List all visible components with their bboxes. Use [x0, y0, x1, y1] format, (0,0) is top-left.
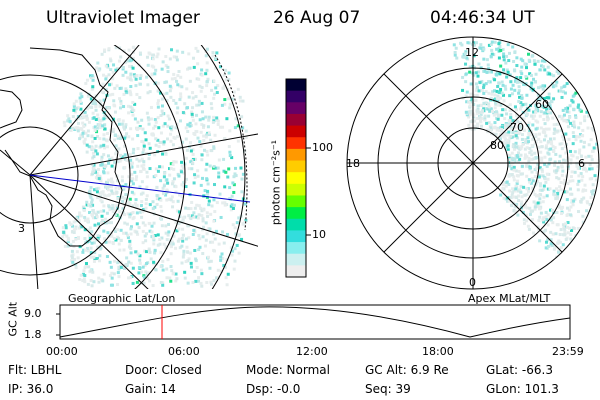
- geo-marker-3: 3: [18, 222, 25, 235]
- polar-plot: [346, 36, 600, 290]
- meridian: [29, 45, 140, 176]
- info-gain: Gain: 14: [125, 382, 176, 396]
- limb-dashed: [214, 54, 248, 231]
- track-line: [29, 174, 251, 203]
- lat-circle-4: [200, 45, 246, 289]
- geographic-caption: Geographic Lat/Lon: [68, 292, 176, 305]
- mlat-label-80: 80: [490, 139, 504, 152]
- info-glat: GLat: -66.3: [486, 363, 553, 377]
- info-door: Door: Closed: [125, 363, 202, 377]
- info-gc-alt: GC Alt: 6.9 Re: [365, 363, 449, 377]
- meridian: [29, 133, 258, 176]
- altitude-xtick-0600: 06:00: [168, 345, 200, 358]
- meridian: [29, 174, 258, 247]
- polar-aurora-emission: [452, 40, 599, 259]
- altitude-curve: [59, 306, 571, 338]
- info-dsp: Dsp: -0.0: [246, 382, 301, 396]
- meridian: [29, 174, 39, 289]
- info-ip: IP: 36.0: [8, 382, 54, 396]
- altitude-xtick-2359: 23:59: [552, 345, 584, 358]
- meridian: [29, 174, 149, 289]
- altitude-plot: [56, 304, 571, 340]
- polar-caption: Apex MLat/MLT: [468, 292, 551, 305]
- mlt-label-12: 12: [465, 46, 479, 59]
- meridian: [0, 149, 31, 176]
- altitude-ylabel: GC Alt: [6, 301, 20, 337]
- mlat-label-60: 60: [535, 98, 549, 111]
- mlt-label-6: 6: [578, 157, 585, 170]
- info-flt: Flt: LBHL: [8, 363, 62, 377]
- altitude-ytick-1-8: 1.8: [24, 328, 42, 341]
- lat-circle-2: [0, 74, 131, 276]
- info-mode: Mode: Normal: [246, 363, 330, 377]
- mlat-label-70: 70: [510, 121, 524, 134]
- colorbar: [285, 78, 311, 278]
- lat-circle-1: [0, 126, 79, 224]
- lat-circle-3: [113, 45, 186, 289]
- colorbar-tick-100: 100: [312, 141, 333, 154]
- coastline: [4, 47, 123, 247]
- colorbar-gradient: [286, 79, 306, 278]
- info-glon: GLon: 101.3: [486, 382, 559, 396]
- altitude-xtick-0000: 00:00: [46, 345, 78, 358]
- colorbar-tick-10: 10: [312, 228, 326, 241]
- coastline-west: [0, 89, 23, 129]
- instrument-title: Ultraviolet Imager: [46, 8, 200, 28]
- mlt-label-18: 18: [346, 157, 360, 170]
- colorbar-unit-label: photon cm⁻²s⁻¹: [269, 139, 283, 226]
- altitude-xtick-1200: 12:00: [296, 345, 328, 358]
- altitude-xtick-1800: 18:00: [422, 345, 454, 358]
- mlt-label-0: 0: [469, 276, 476, 289]
- date-label: 26 Aug 07: [273, 8, 361, 28]
- info-seq: Seq: 39: [365, 382, 411, 396]
- altitude-ytick-9: 9.0: [24, 307, 42, 320]
- time-label: 04:46:34 UT: [430, 8, 535, 28]
- geographic-map: [0, 45, 258, 289]
